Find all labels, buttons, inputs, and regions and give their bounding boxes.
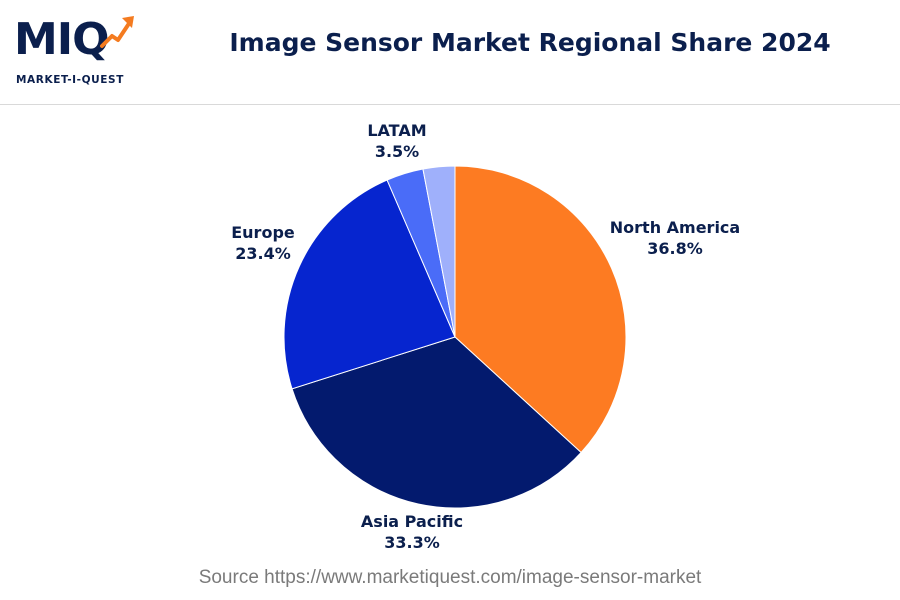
pie-slice-north-america [454,165,627,454]
page-title: Image Sensor Market Regional Share 2024 [229,28,831,57]
logo-wordmark: MARKET-I-QUEST [16,74,124,86]
pie-labels: North America 36.8% Asia Pacific 33.3% Europ… [231,121,740,552]
slice-value-asia-pacific: 33.3% [384,533,440,552]
slice-label-north-america: North America [610,218,740,237]
slice-label-asia-pacific: Asia Pacific [361,512,463,531]
trend-arrow-icon [100,16,134,48]
logo-letter-i: I [56,14,73,65]
slice-value-latam: 3.5% [375,142,419,161]
slice-value-europe: 23.4% [235,244,291,263]
pie-slice-asia-pacific [291,336,582,509]
logo-letter-q: Q [72,14,109,65]
slice-label-europe: Europe [231,223,295,242]
pie-chart: North America 36.8% Asia Pacific 33.3% Europ… [231,121,740,552]
pie-slices [283,165,627,509]
logo: MIQ MARKET-I-QUEST [14,10,144,92]
header-divider [0,104,900,105]
slice-value-north-america: 36.8% [647,239,703,258]
source-citation: Source https://www.marketiquest.com/imag… [198,567,702,588]
slice-label-latam: LATAM [367,121,426,140]
pie-slice-europe [283,179,456,390]
pie-slice-mea [422,165,456,338]
logo-mark: MIQ [14,10,110,70]
logo-letter-m: M [14,14,58,65]
